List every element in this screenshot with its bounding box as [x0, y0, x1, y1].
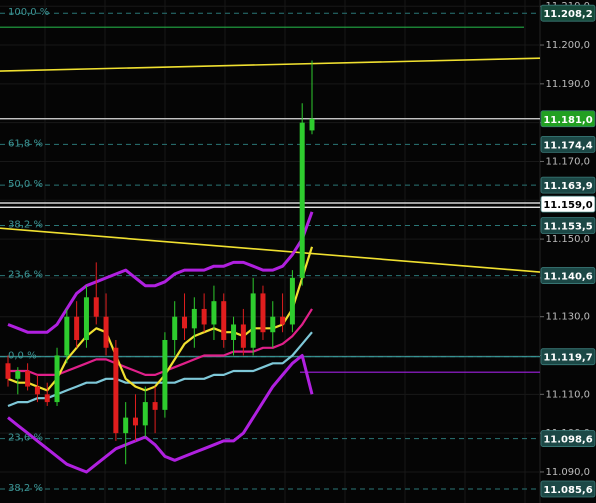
y-tick-label: 11.090,0 — [545, 467, 590, 478]
candle-body — [231, 324, 237, 340]
price-badge-label: 11.098,6 — [543, 435, 592, 446]
candle-body — [182, 316, 188, 329]
candle-body — [5, 363, 11, 379]
y-tick-label: 11.190,0 — [545, 79, 590, 90]
candle-body — [132, 417, 138, 426]
y-tick-label: 11.130,0 — [545, 312, 590, 323]
candle-body — [201, 308, 207, 325]
fib-label: 50,0 % — [8, 179, 43, 190]
candle-body — [250, 293, 256, 348]
price-badge — [540, 267, 596, 284]
candle-body — [74, 316, 80, 340]
price-badge-label: 11.119,7 — [543, 353, 592, 364]
candle-body — [221, 301, 227, 340]
fib-label: 23,6 % — [8, 270, 43, 281]
price-badge — [540, 480, 596, 498]
price-badge-label: 11.163,9 — [543, 181, 592, 192]
candle-body — [289, 277, 295, 325]
candle-body — [83, 297, 89, 340]
candle-body — [299, 122, 305, 278]
price-badge — [540, 430, 596, 447]
y-tick-label: 11.200,0 — [545, 40, 590, 51]
price-badge — [540, 176, 596, 194]
fib-label: 61,8 % — [8, 138, 43, 149]
price-badge — [540, 217, 596, 234]
price-badge — [540, 4, 596, 22]
candle-body — [123, 417, 129, 434]
y-tick-label: 11.170,0 — [545, 156, 590, 167]
candle-body — [113, 347, 119, 434]
fib-label: 23,6 % — [8, 433, 43, 444]
candle-body — [172, 316, 178, 340]
y-tick-label: 11.110,0 — [545, 389, 590, 400]
candle-body — [25, 371, 31, 387]
candle-body — [260, 293, 266, 333]
candle-body — [34, 386, 40, 395]
candle-body — [64, 316, 70, 356]
indicator-line — [7, 211, 314, 334]
candle-body — [93, 297, 99, 317]
price-badge-label: 11.208,2 — [543, 9, 592, 20]
candle-body — [240, 324, 246, 348]
candle-body — [309, 118, 315, 131]
candle-body — [15, 371, 21, 379]
trendline — [0, 57, 541, 72]
price-badge-label: 11.153,5 — [543, 221, 592, 232]
price-badge — [540, 110, 596, 128]
candle-body — [103, 316, 109, 348]
price-badge — [540, 195, 596, 213]
candle-body — [211, 301, 217, 325]
fib-label: 100,0 % — [8, 7, 49, 18]
y-tick-label: 11.150,0 — [545, 234, 590, 245]
price-badge-label: 11.174,4 — [543, 140, 592, 151]
candle-body — [270, 316, 276, 333]
candle-body — [152, 402, 158, 410]
indicator-line — [7, 354, 314, 474]
price-badge — [540, 348, 596, 366]
price-badge — [540, 135, 596, 153]
candle-body — [162, 339, 168, 410]
candle-body — [54, 355, 60, 403]
price-badge-label: 11.159,0 — [543, 200, 592, 211]
trendline — [0, 227, 541, 273]
fib-label: 38,2 % — [8, 219, 43, 230]
price-badge-label: 11.140,6 — [543, 272, 592, 283]
candle-body — [191, 308, 197, 329]
candle-body — [280, 316, 286, 325]
fib-label: 38,2 % — [8, 483, 43, 494]
price-badge-label: 11.085,6 — [543, 485, 592, 496]
candle-body — [44, 394, 50, 403]
price-badge-label: 11.181,0 — [543, 115, 592, 126]
candle-body — [142, 402, 148, 426]
